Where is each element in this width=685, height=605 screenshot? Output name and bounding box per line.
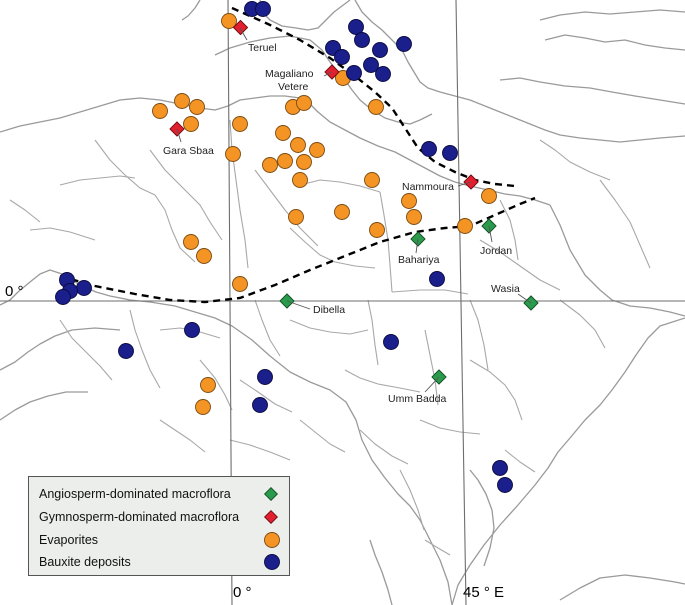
evaporite-marker	[406, 209, 422, 225]
wasia-label: Wasia	[491, 283, 520, 295]
magaliano-label-line2: Vetere	[278, 81, 309, 93]
meridian-45-line	[455, 0, 467, 605]
evaporite-marker	[290, 137, 306, 153]
evaporite-marker	[189, 99, 205, 115]
gara-sbaa-label: Gara Sbaa	[163, 145, 214, 157]
evaporite-marker	[195, 399, 211, 415]
evaporite-marker	[183, 116, 199, 132]
red-diamond-icon	[263, 509, 279, 525]
blue-circle-icon	[264, 554, 280, 570]
bauxite-marker	[354, 32, 370, 48]
evaporite-marker	[221, 13, 237, 29]
legend-gymnosperm-label: Gymnosperm-dominated macroflora	[39, 510, 240, 524]
meridian-45-label: 45 ° E	[463, 584, 504, 601]
bauxite-marker	[396, 36, 412, 52]
jordan-label: Jordan	[480, 245, 512, 257]
bauxite-marker	[363, 57, 379, 73]
dibella-label: Dibella	[313, 304, 345, 316]
evaporite-marker	[401, 193, 417, 209]
evaporite-marker	[262, 157, 278, 173]
evaporite-marker	[200, 377, 216, 393]
evaporite-marker	[232, 116, 248, 132]
green-diamond-icon	[263, 486, 279, 502]
map-legend: Angiosperm-dominated macroflora Gymnospe…	[28, 476, 290, 576]
bauxite-marker	[255, 1, 271, 17]
evaporite-marker	[277, 153, 293, 169]
bauxite-marker	[334, 49, 350, 65]
evaporite-marker	[296, 95, 312, 111]
evaporite-marker	[232, 276, 248, 292]
bauxite-marker	[429, 271, 445, 287]
bauxite-marker	[383, 334, 399, 350]
magaliano-label-line1: Magaliano	[265, 68, 314, 80]
borders	[9, 119, 651, 556]
evaporite-marker	[364, 172, 380, 188]
evaporite-marker	[152, 103, 168, 119]
evaporite-marker	[369, 222, 385, 238]
evaporite-marker	[296, 154, 312, 170]
site-labels: Teruel Magaliano Vetere Gara Sbaa Nammou…	[163, 42, 520, 405]
bauxite-marker	[442, 145, 458, 161]
teruel-marker	[232, 19, 249, 36]
bahariya-label: Bahariya	[398, 254, 440, 266]
bauxite-marker	[421, 141, 437, 157]
southern-dashed-boundary	[59, 196, 536, 304]
bauxite-marker	[76, 280, 92, 296]
evaporite-marker	[174, 93, 190, 109]
bauxite-marker	[257, 369, 273, 385]
bauxite-marker	[348, 19, 364, 35]
bauxite-marker	[346, 65, 362, 81]
evaporite-marker	[334, 204, 350, 220]
gymnosperm-markers	[169, 19, 479, 190]
orange-circle-icon	[264, 532, 280, 548]
evaporite-marker	[196, 248, 212, 264]
evaporite-marker	[481, 188, 497, 204]
equator-label: 0 °	[5, 283, 24, 300]
evaporite-marker	[368, 99, 384, 115]
bauxite-marker	[497, 477, 513, 493]
bauxite-marker	[492, 460, 508, 476]
evaporite-marker	[288, 209, 304, 225]
bauxite-markers	[55, 1, 513, 493]
evaporite-marker	[292, 172, 308, 188]
bauxite-marker	[372, 42, 388, 58]
evaporite-marker	[275, 125, 291, 141]
evaporite-marker	[309, 142, 325, 158]
meridian-0-label: 0 °	[233, 584, 252, 601]
bauxite-marker	[252, 397, 268, 413]
evaporite-marker	[225, 146, 241, 162]
bauxite-marker	[375, 66, 391, 82]
bauxite-marker	[55, 289, 71, 305]
evaporite-marker	[457, 218, 473, 234]
legend-angiosperm-label: Angiosperm-dominated macroflora	[39, 487, 231, 501]
legend-evaporites-label: Evaporites	[39, 533, 99, 547]
label-leaders	[176, 27, 532, 393]
teruel-label: Teruel	[248, 42, 277, 54]
bauxite-marker	[118, 343, 134, 359]
bauxite-marker	[184, 322, 200, 338]
evaporite-marker	[183, 234, 199, 250]
nammoura-label: Nammoura	[402, 181, 454, 193]
legend-bauxite-label: Bauxite deposits	[39, 555, 131, 569]
umm-badda-label: Umm Badda	[388, 393, 447, 405]
evaporite-markers	[152, 13, 497, 415]
